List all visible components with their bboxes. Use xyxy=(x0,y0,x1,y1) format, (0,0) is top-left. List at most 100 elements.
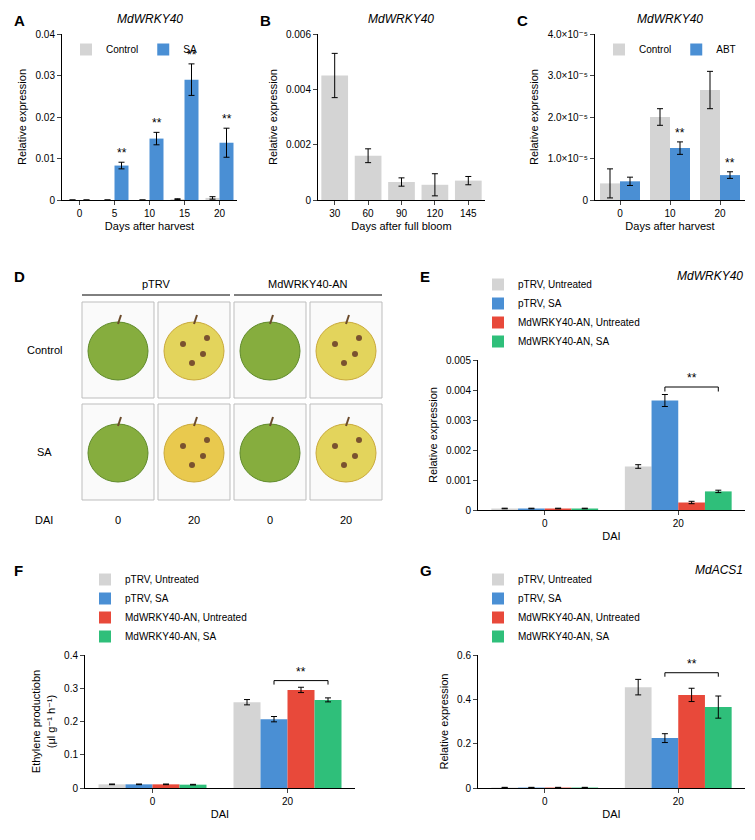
svg-text:0.006: 0.006 xyxy=(286,29,311,40)
svg-text:SA: SA xyxy=(37,446,52,458)
svg-text:0: 0 xyxy=(72,783,78,794)
svg-text:MdWRKY40: MdWRKY40 xyxy=(677,269,743,283)
svg-text:**: ** xyxy=(187,48,197,62)
svg-text:Control: Control xyxy=(639,44,671,55)
svg-text:1.0×10⁻⁵: 1.0×10⁻⁵ xyxy=(548,153,588,164)
svg-text:3.0×10⁻⁵: 3.0×10⁻⁵ xyxy=(548,70,588,81)
svg-text:Relative expression: Relative expression xyxy=(267,69,279,165)
svg-text:pTRV: pTRV xyxy=(142,278,171,290)
svg-text:0.002: 0.002 xyxy=(446,445,471,456)
svg-text:0.003: 0.003 xyxy=(446,415,471,426)
svg-text:0.02: 0.02 xyxy=(36,112,56,123)
svg-text:0.004: 0.004 xyxy=(446,385,471,396)
svg-text:0: 0 xyxy=(77,208,83,219)
svg-text:20: 20 xyxy=(188,514,200,526)
svg-text:2.0×10⁻⁵: 2.0×10⁻⁵ xyxy=(548,112,588,123)
svg-text:pTRV, Untreated: pTRV, Untreated xyxy=(518,574,592,585)
svg-text:20: 20 xyxy=(673,796,685,807)
svg-text:**: ** xyxy=(152,116,162,130)
svg-text:Days after full bloom: Days after full bloom xyxy=(351,220,451,232)
svg-text:0.6: 0.6 xyxy=(457,650,471,661)
svg-text:Control: Control xyxy=(106,44,138,55)
svg-text:**: ** xyxy=(296,665,306,679)
svg-text:MdWRKY40-AN, Untreated: MdWRKY40-AN, Untreated xyxy=(125,612,247,623)
svg-text:pTRV, SA: pTRV, SA xyxy=(518,593,562,604)
svg-text:B: B xyxy=(260,12,271,29)
svg-text:SA: SA xyxy=(183,44,197,55)
svg-text:20: 20 xyxy=(340,514,352,526)
svg-text:60: 60 xyxy=(363,208,375,219)
svg-text:0.03: 0.03 xyxy=(36,70,56,81)
svg-text:90: 90 xyxy=(396,208,408,219)
svg-text:20: 20 xyxy=(714,208,726,219)
svg-text:Ethylene productiobn(μl g⁻¹ h⁻: Ethylene productiobn(μl g⁻¹ h⁻¹) xyxy=(30,670,56,773)
svg-text:pTRV, Untreated: pTRV, Untreated xyxy=(518,279,592,290)
svg-text:0.004: 0.004 xyxy=(286,84,311,95)
svg-text:MdWRKY40: MdWRKY40 xyxy=(637,12,703,26)
svg-text:0.005: 0.005 xyxy=(446,355,471,366)
svg-text:0.1: 0.1 xyxy=(64,749,78,760)
svg-text:DAI: DAI xyxy=(211,808,229,820)
svg-text:0.002: 0.002 xyxy=(286,139,311,150)
svg-text:D: D xyxy=(14,268,25,285)
svg-text:0: 0 xyxy=(267,514,273,526)
svg-text:Relative expression: Relative expression xyxy=(427,387,439,483)
svg-text:0: 0 xyxy=(617,208,623,219)
svg-text:pTRV, Untreated: pTRV, Untreated xyxy=(125,574,199,585)
svg-text:0.01: 0.01 xyxy=(36,153,56,164)
svg-text:0.001: 0.001 xyxy=(446,475,471,486)
svg-text:0: 0 xyxy=(115,514,121,526)
svg-text:MdWRKY40-AN, SA: MdWRKY40-AN, SA xyxy=(125,631,216,642)
svg-text:MdWRKY40: MdWRKY40 xyxy=(117,12,183,26)
svg-text:0.04: 0.04 xyxy=(36,29,56,40)
svg-text:10: 10 xyxy=(664,208,676,219)
svg-text:E: E xyxy=(420,268,430,285)
svg-text:**: ** xyxy=(675,126,685,140)
svg-text:MdWRKY40-AN, SA: MdWRKY40-AN, SA xyxy=(518,631,609,642)
svg-text:**: ** xyxy=(222,112,232,126)
svg-text:Days after harvest: Days after harvest xyxy=(105,220,194,232)
svg-text:0: 0 xyxy=(465,505,471,516)
svg-text:0: 0 xyxy=(582,195,588,206)
svg-text:pTRV, SA: pTRV, SA xyxy=(125,593,169,604)
svg-text:ABT: ABT xyxy=(716,44,735,55)
svg-text:DAI: DAI xyxy=(35,514,53,526)
svg-text:MdWRKY40-AN, SA: MdWRKY40-AN, SA xyxy=(518,336,609,347)
svg-text:0.4: 0.4 xyxy=(64,650,78,661)
svg-text:A: A xyxy=(14,12,25,29)
svg-text:**: ** xyxy=(687,371,697,385)
svg-text:0.2: 0.2 xyxy=(64,716,78,727)
svg-text:20: 20 xyxy=(673,518,685,529)
svg-text:Relative expression: Relative expression xyxy=(438,674,450,770)
svg-text:pTRV, SA: pTRV, SA xyxy=(518,298,562,309)
svg-text:Control: Control xyxy=(27,344,62,356)
svg-text:0: 0 xyxy=(542,518,548,529)
svg-text:MdWRKY40-AN, Untreated: MdWRKY40-AN, Untreated xyxy=(518,612,640,623)
svg-text:30: 30 xyxy=(329,208,341,219)
svg-text:10: 10 xyxy=(144,208,156,219)
svg-text:0: 0 xyxy=(542,796,548,807)
svg-text:145: 145 xyxy=(460,208,477,219)
svg-text:0: 0 xyxy=(49,195,55,206)
svg-text:G: G xyxy=(420,562,432,579)
svg-text:0: 0 xyxy=(150,796,156,807)
svg-text:Days after harvest: Days after harvest xyxy=(625,220,714,232)
svg-text:5: 5 xyxy=(112,208,118,219)
svg-text:0.2: 0.2 xyxy=(457,738,471,749)
svg-text:DAI: DAI xyxy=(602,808,620,820)
svg-text:Relative expression: Relative expression xyxy=(528,69,540,165)
svg-text:F: F xyxy=(14,562,23,579)
svg-text:20: 20 xyxy=(282,796,294,807)
svg-text:**: ** xyxy=(725,156,735,170)
svg-text:MdWRKY40-AN, Untreated: MdWRKY40-AN, Untreated xyxy=(518,317,640,328)
svg-text:20: 20 xyxy=(214,208,226,219)
svg-text:0: 0 xyxy=(305,195,311,206)
svg-text:120: 120 xyxy=(427,208,444,219)
svg-text:**: ** xyxy=(687,657,697,671)
svg-text:4.0×10⁻⁵: 4.0×10⁻⁵ xyxy=(548,29,588,40)
svg-text:0.3: 0.3 xyxy=(64,683,78,694)
svg-text:Relative expression: Relative expression xyxy=(16,69,28,165)
svg-text:C: C xyxy=(517,12,528,29)
svg-text:DAI: DAI xyxy=(602,530,620,542)
svg-text:MdWRKY40-AN: MdWRKY40-AN xyxy=(268,278,348,290)
